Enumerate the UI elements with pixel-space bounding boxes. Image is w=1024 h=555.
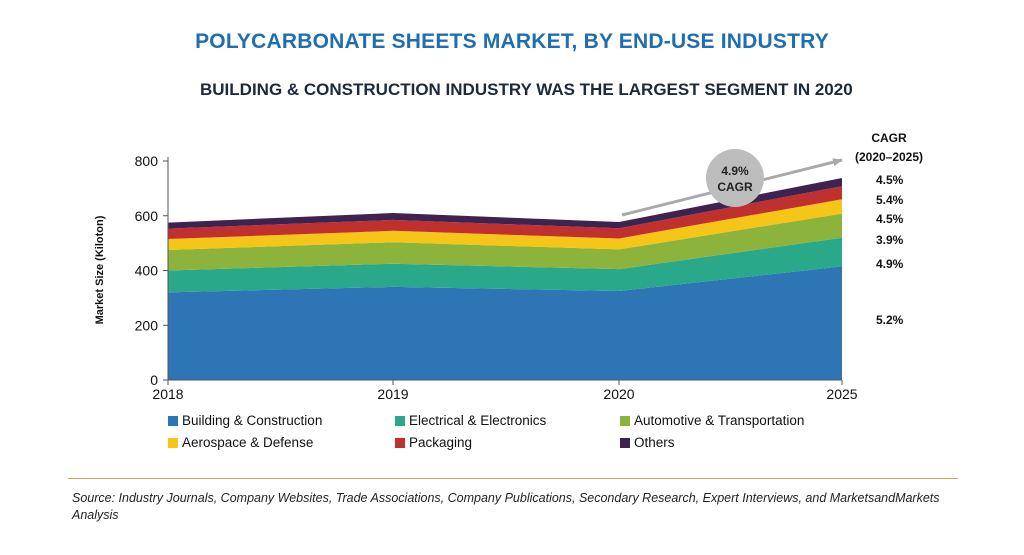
legend-label: Packaging bbox=[409, 435, 472, 450]
area-aerospace-defense bbox=[168, 199, 842, 250]
axes: 0 200 400 600 800 2018 2019 2020 2025 Market Size… bbox=[94, 153, 858, 402]
cagr-value: 4.5% bbox=[876, 173, 904, 187]
y-tick-label: 800 bbox=[135, 153, 159, 169]
legend-item: Building & Construction bbox=[168, 413, 322, 428]
cagr-bubble-value: 4.9% bbox=[721, 164, 749, 178]
annotations: 4.9% CAGR CAGR (2020–2025) 4.5% 5.4% 4.5% 3.9% 4… bbox=[621, 131, 923, 327]
series-areas bbox=[168, 178, 842, 380]
area-packaging bbox=[168, 186, 842, 239]
x-tick-label: 2018 bbox=[152, 386, 183, 402]
legend-item: Electrical & Electronics bbox=[395, 413, 547, 428]
legend-label: Building & Construction bbox=[182, 413, 322, 428]
y-axis-label: Market Size (Kiloton) bbox=[94, 215, 106, 324]
legend-swatch bbox=[620, 438, 630, 448]
cagr-value: 4.9% bbox=[876, 257, 904, 271]
legend-swatch bbox=[620, 416, 630, 426]
legend-item: Aerospace & Defense bbox=[168, 435, 313, 450]
stacked-area-chart: 0 200 400 600 800 2018 2019 2020 2025 Market Size… bbox=[94, 131, 923, 450]
legend-label: Electrical & Electronics bbox=[409, 413, 547, 428]
legend-label: Aerospace & Defense bbox=[182, 435, 313, 450]
chart-title: POLYCARBONATE SHEETS MARKET, BY END-USE … bbox=[195, 30, 829, 53]
divider-line bbox=[68, 478, 958, 479]
area-building-construction bbox=[168, 266, 842, 380]
area-automotive-transportation bbox=[168, 213, 842, 271]
source-note: Source: Industry Journals, Company Websi… bbox=[72, 491, 940, 522]
legend-item: Packaging bbox=[395, 435, 472, 450]
cagr-bubble-label: CAGR bbox=[717, 180, 753, 194]
legend: Building & Construction Electrical & Elec… bbox=[168, 413, 804, 450]
legend-swatch bbox=[168, 438, 178, 448]
y-tick-label: 400 bbox=[135, 263, 159, 279]
cagr-value: 4.5% bbox=[876, 212, 904, 226]
y-tick-label: 0 bbox=[150, 372, 158, 388]
legend-label: Automotive & Transportation bbox=[634, 413, 804, 428]
area-others bbox=[168, 178, 842, 229]
x-tick-label: 2020 bbox=[603, 386, 634, 402]
y-tick-label: 600 bbox=[135, 208, 159, 224]
cagr-value: 5.4% bbox=[876, 193, 904, 207]
legend-swatch bbox=[395, 438, 405, 448]
x-tick-label: 2019 bbox=[377, 386, 408, 402]
cagr-header: CAGR bbox=[871, 131, 907, 145]
chart-subtitle: BUILDING & CONSTRUCTION INDUSTRY WAS THE… bbox=[200, 80, 853, 99]
cagr-value: 5.2% bbox=[876, 313, 904, 327]
cagr-header-period: (2020–2025) bbox=[855, 150, 923, 164]
x-tick-label: 2025 bbox=[826, 386, 857, 402]
legend-swatch bbox=[168, 416, 178, 426]
cagr-value: 3.9% bbox=[876, 233, 904, 247]
legend-item: Automotive & Transportation bbox=[620, 413, 804, 428]
legend-label: Others bbox=[634, 435, 675, 450]
legend-swatch bbox=[395, 416, 405, 426]
y-tick-label: 200 bbox=[135, 317, 159, 333]
area-electrical-electronics bbox=[168, 237, 842, 293]
legend-item: Others bbox=[620, 435, 675, 450]
cagr-bubble bbox=[706, 149, 764, 207]
